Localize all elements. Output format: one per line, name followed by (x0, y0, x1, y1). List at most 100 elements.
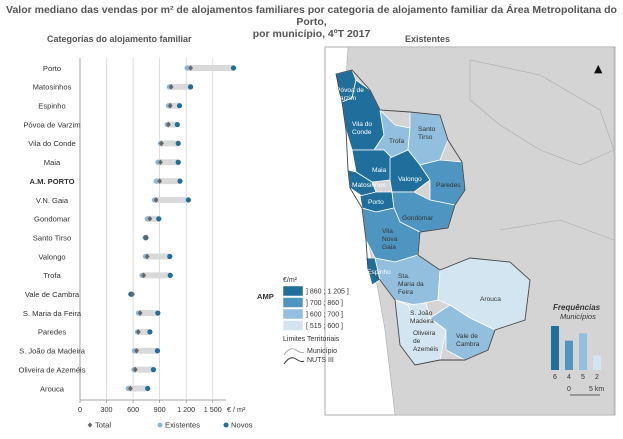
map-label-maia: Maia (372, 167, 387, 174)
point-novos (230, 65, 237, 71)
map-valongo[interactable] (389, 149, 431, 193)
range-bar (167, 121, 178, 128)
scale-label-0: 0 (567, 386, 571, 393)
map-label-sjm-1: S. João (410, 310, 433, 317)
dot-chart: 0 300 600 900 1 200 1 500 € / m² Porto Matosinho… (18, 58, 253, 430)
map-label-povoa-1: Póvoa de (336, 87, 364, 94)
legend-classes: ] 860 ; 1 205 ]] 700 ; 860 ]] 600 ; 700 … (282, 285, 349, 331)
map-label-gaia-2: Nova (382, 236, 398, 243)
map-label-arouca: Arouca (480, 296, 501, 303)
map-label-valongo: Valongo (398, 176, 422, 183)
map-label-vila-conde-1: Vila do (352, 121, 372, 128)
category-label: Trofa (43, 271, 61, 280)
title-line-1: Valor mediano das vendas por m² de aloja… (6, 4, 617, 28)
legend-total-marker (87, 422, 93, 428)
point-novos (147, 329, 153, 335)
legend-total-label: Total (95, 421, 111, 430)
map-label-sjm-2: Madeira (410, 318, 434, 325)
range-bar (169, 83, 191, 90)
point-novos (156, 216, 162, 222)
legend-class-label: [ 515 ; 600 ] (306, 323, 343, 330)
point-total (128, 385, 133, 392)
point-novos (188, 84, 194, 90)
x-tick-label: 1 200 (177, 405, 195, 414)
range-bar (128, 385, 148, 392)
limit-municipio-label: Município (307, 348, 337, 355)
category-label: Espinho (38, 102, 65, 111)
freq-bar-label: 4 (567, 374, 571, 381)
legend-class-swatch (282, 285, 304, 297)
point-novos (185, 197, 191, 203)
limits-title: Limites Territoriais (283, 336, 340, 343)
freq-bar (565, 340, 573, 370)
freq-bar-label: 2 (595, 374, 599, 381)
map-label-gaia-3: Gaia (382, 244, 396, 251)
point-total (157, 178, 163, 184)
point-total (168, 84, 174, 90)
scale-label-5: 5 km (589, 386, 604, 393)
north-arrow-icon: ▲ (594, 62, 603, 75)
category-label: Arouca (40, 384, 65, 393)
range-bar (156, 178, 180, 185)
map-label-santo-tirso-2: Tirso (418, 134, 433, 141)
range-bar (187, 65, 234, 71)
point-novos (145, 385, 151, 392)
point-novos (176, 103, 183, 109)
map-label-gaia-1: Vila (382, 228, 393, 235)
map-label-feira-1: Sta. (398, 273, 410, 280)
legend-class-label: ] 860 ; 1 205 ] (306, 289, 349, 296)
point-novos (175, 140, 181, 146)
point-novos (150, 367, 157, 373)
map-label-oliveira-1: Oliveira (413, 330, 436, 337)
freq-bar-label: 6 (553, 374, 557, 381)
legend-class-swatch (282, 320, 304, 331)
category-label: Póvoa de Varzim (23, 120, 80, 129)
legend-unit: €/m² (283, 277, 298, 284)
category-label: Vila do Conde (28, 139, 76, 148)
range-bar (168, 102, 180, 109)
freq-bar (551, 326, 559, 370)
map-label-cambra-1: Vale de (456, 333, 478, 340)
page-title: Valor mediano das vendas por m² de aloja… (0, 4, 623, 40)
category-label: Paredes (38, 328, 66, 337)
legend-class-swatch (282, 308, 304, 320)
point-existentes (153, 178, 159, 184)
point-novos (155, 310, 161, 316)
point-total (159, 140, 164, 147)
map-label-santo-tirso-1: Santo (418, 126, 436, 133)
point-total (188, 65, 194, 71)
map-label-gondomar: Gondomar (402, 215, 434, 222)
point-total (132, 366, 138, 373)
title-line-2: por município, 4ºT 2017 (252, 28, 371, 40)
category-label: S. João da Madeira (19, 347, 86, 356)
point-novos (167, 272, 173, 278)
point-total (141, 272, 147, 279)
point-novos (154, 348, 161, 354)
map-label-vila-conde-2: Conde (352, 129, 372, 136)
map-label-matosinhos: Matosinhos (352, 182, 386, 189)
freq-subtitle: Municípios (560, 312, 596, 321)
x-tick-label: 0 (78, 405, 82, 414)
freq-title: Frequências (553, 303, 601, 312)
range-bar (145, 253, 170, 260)
region-boundary-2 (499, 219, 615, 241)
point-total (144, 253, 150, 260)
category-label: Vale de Cambra (25, 290, 80, 299)
legend-existentes-label: Existentes (165, 421, 200, 430)
category-label: Valongo (38, 252, 65, 261)
point-total (143, 234, 148, 241)
legend-class-label: ] 700 ; 860 ] (306, 300, 343, 307)
range-bar (147, 215, 159, 222)
point-total (166, 121, 171, 128)
x-tick-label: 300 (101, 405, 113, 414)
point-total (167, 102, 173, 109)
point-total (147, 216, 153, 222)
point-total (153, 197, 159, 203)
x-tick-label: 600 (127, 405, 139, 414)
point-novos (177, 178, 183, 184)
point-novos (174, 121, 180, 128)
category-label: Porto (43, 64, 61, 73)
legend-novos-label: Novos (231, 421, 253, 430)
map-label-cambra-2: Cambra (456, 341, 480, 348)
